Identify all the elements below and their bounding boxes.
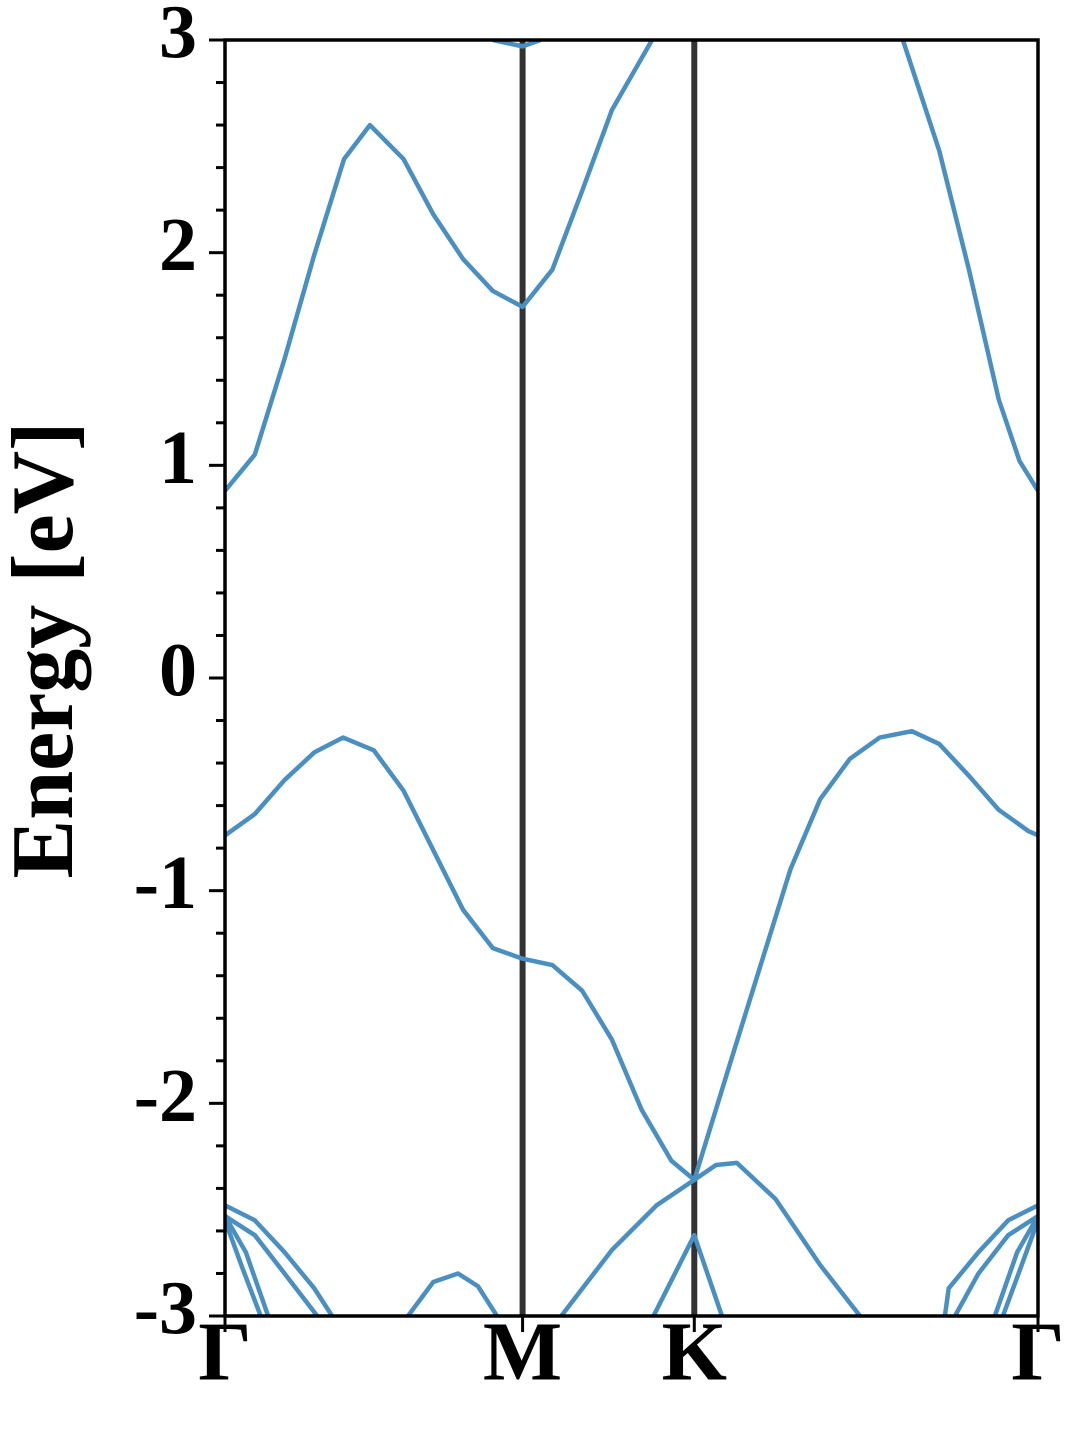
- band-line: [1000, 1219, 1038, 1316]
- y-axis-label: Energy [eV]: [0, 422, 92, 879]
- y-tick-label: -2: [134, 1054, 197, 1138]
- band-line: [225, 1219, 263, 1316]
- band-line: [225, 40, 1038, 493]
- y-tick-label: 3: [159, 0, 197, 74]
- y-tick-label: 0: [159, 628, 197, 712]
- x-tick-label: K: [662, 1305, 727, 1398]
- x-tick-label: M: [483, 1305, 562, 1398]
- band-line: [992, 1214, 1038, 1316]
- band-line: [225, 1203, 335, 1316]
- band-line: [492, 40, 542, 49]
- band-line: [225, 1214, 271, 1316]
- x-tick-label: Γ: [1011, 1305, 1064, 1398]
- band-line: [953, 1214, 1038, 1316]
- bands: [225, 40, 1038, 1316]
- x-tick-label: Γ: [198, 1305, 251, 1398]
- band-line: [651, 1232, 725, 1316]
- y-tick-label: -1: [134, 841, 197, 925]
- band-line: [406, 1271, 499, 1316]
- y-tick-label: 1: [159, 416, 197, 500]
- band-line: [225, 728, 1038, 1183]
- y-tick-label: 2: [159, 203, 197, 287]
- band-line: [559, 1160, 862, 1316]
- plot-frame: [223, 38, 1040, 1318]
- band-line: [942, 1203, 1038, 1316]
- y-tick-label: -3: [134, 1266, 197, 1350]
- band-line: [225, 1214, 320, 1316]
